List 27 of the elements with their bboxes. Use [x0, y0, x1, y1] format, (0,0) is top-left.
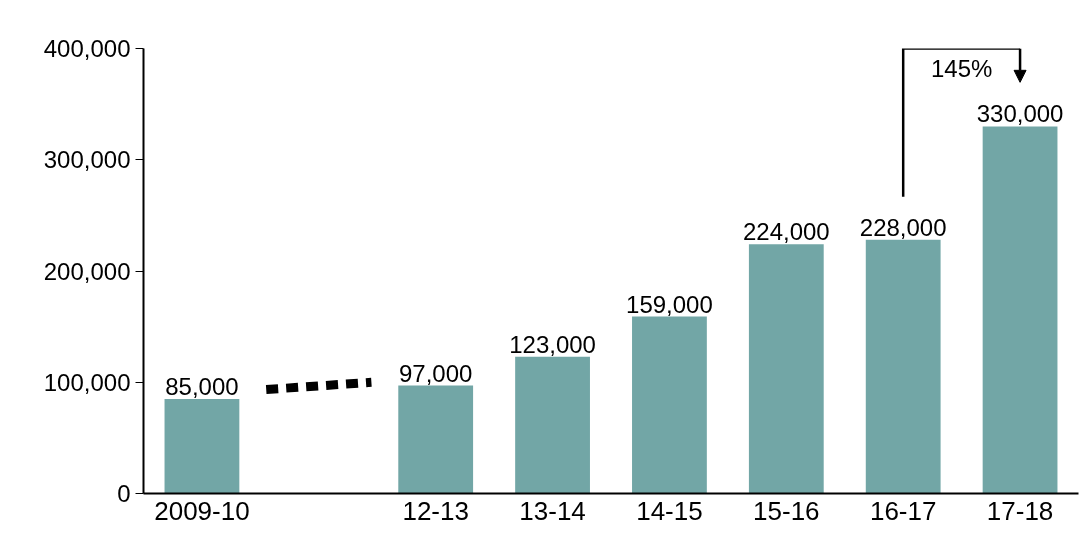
x-tick-label: 14-15: [636, 495, 703, 526]
bar: [748, 244, 824, 494]
bar: [164, 398, 240, 494]
y-tick-label: 200,000: [43, 257, 131, 285]
x-tick-label: 2009-10: [154, 495, 250, 526]
bar: [632, 316, 707, 494]
data-label: 85,000: [165, 372, 239, 400]
x-tick-label: 17-18: [986, 495, 1054, 526]
bar: [515, 356, 590, 494]
data-label: 228,000: [859, 213, 947, 241]
x-tick-label: 16-17: [869, 495, 937, 526]
bar: [398, 385, 474, 494]
data-label: 97,000: [398, 359, 473, 387]
y-tick-label: 0: [117, 480, 131, 507]
bar: [982, 126, 1058, 494]
bar: [865, 239, 941, 494]
y-tick-label: 100,000: [43, 368, 131, 396]
x-tick-label: 12-13: [402, 495, 469, 526]
y-tick-label: 400,000: [43, 35, 131, 62]
annotation: 145%: [930, 54, 993, 82]
data-label: 330,000: [976, 100, 1064, 128]
x-tick-label: 13-14: [519, 495, 586, 526]
data-label: 159,000: [626, 290, 713, 318]
data-label: 224,000: [742, 218, 830, 246]
y-tick-label: 300,000: [43, 146, 131, 174]
data-label: 123,000: [509, 330, 596, 358]
x-tick-label: 15-16: [753, 495, 820, 526]
